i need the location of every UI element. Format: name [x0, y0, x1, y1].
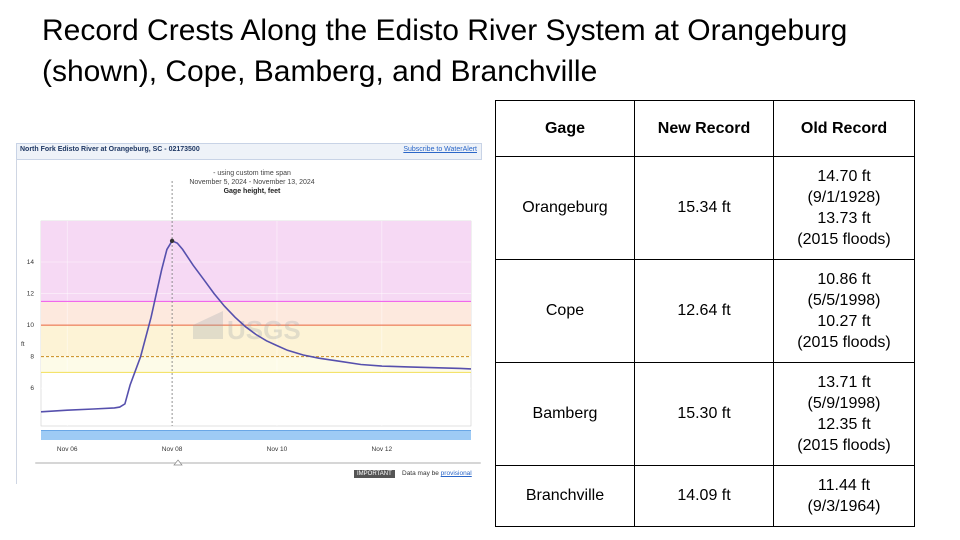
y-tick-label: 6: [30, 385, 34, 392]
y-tick-label: 14: [27, 259, 35, 266]
old-record-cell: 11.44 ft (9/3/1964): [773, 465, 915, 527]
moderate-flood-band: [41, 301, 471, 326]
old-record-cell: 13.71 ft (5/9/1998) 12.35 ft (2015 floods): [773, 362, 915, 466]
table-row: Orangeburg 15.34 ft 14.70 ft (9/1/1928) 13…: [495, 156, 915, 260]
y-tick-label: 8: [30, 354, 34, 361]
x-tick-label: Nov 08: [162, 446, 183, 453]
gage-cell: Orangeburg: [495, 156, 635, 260]
usgs-graph-panel: North Fork Edisto River at Orangeburg, S…: [16, 143, 482, 484]
time-slider[interactable]: [35, 462, 481, 464]
slide-title: Record Crests Along the Edisto River Sys…: [42, 14, 848, 88]
time-scrollbar[interactable]: [41, 431, 471, 440]
gage-height-line: [40, 239, 472, 413]
y-tick-label: 10: [27, 322, 35, 329]
peak-point: [169, 238, 175, 244]
subscribe-link[interactable]: Subscribe to WaterAlert: [403, 146, 477, 153]
new-record-cell: 14.09 ft: [634, 465, 774, 527]
important-badge: IMPORTANT: [354, 470, 395, 478]
y-tick-label: 12: [27, 291, 35, 298]
slider-handle-icon[interactable]: [173, 459, 183, 466]
gage-cell: Cope: [495, 259, 635, 363]
gage-cell: Branchville: [495, 465, 635, 527]
graph-header: North Fork Edisto River at Orangeburg, S…: [16, 143, 482, 160]
table-row: Bamberg 15.30 ft 13.71 ft (5/9/1998) 12.35…: [495, 362, 915, 466]
new-record-cell: 15.34 ft: [634, 156, 774, 260]
records-table: Gage New Record Old Record Orangeburg 15…: [495, 100, 915, 527]
site-name: North Fork Edisto River at Orangeburg, S…: [20, 146, 200, 153]
action-flood-band: [41, 356, 471, 373]
minor-flood-band: [41, 325, 471, 357]
header-new-record: New Record: [634, 100, 774, 157]
x-tick-label: Nov 06: [57, 446, 78, 453]
old-record-cell: 10.86 ft (5/5/1998) 10.27 ft (2015 floods): [773, 259, 915, 363]
table-row: Cope 12.64 ft 10.86 ft (5/5/1998) 10.27 ft…: [495, 259, 915, 363]
date-range: November 5, 2024 - November 13, 2024: [189, 179, 315, 186]
plot-frame: - using custom time span November 5, 202…: [16, 159, 482, 484]
header-old-record: Old Record: [773, 100, 915, 157]
x-tick-label: Nov 10: [267, 446, 288, 453]
old-record-cell: 14.70 ft (9/1/1928) 13.73 ft (2015 floods): [773, 156, 915, 260]
parameter-label: Gage height, feet: [223, 188, 281, 195]
provisional-note: Data may be provisional: [402, 470, 472, 477]
table-header-row: Gage New Record Old Record: [495, 100, 915, 157]
y-axis-label: ft: [21, 341, 25, 348]
major-flood-band: [41, 221, 471, 302]
gage-cell: Bamberg: [495, 362, 635, 466]
table-row: Branchville 14.09 ft 11.44 ft (9/3/1964): [495, 465, 915, 527]
new-record-cell: 12.64 ft: [634, 259, 774, 363]
header-gage: Gage: [495, 100, 635, 157]
x-tick-label: Nov 12: [372, 446, 393, 453]
provisional-link[interactable]: provisional: [440, 470, 472, 477]
new-record-cell: 15.30 ft: [634, 362, 774, 466]
span-note: - using custom time span: [213, 170, 291, 177]
